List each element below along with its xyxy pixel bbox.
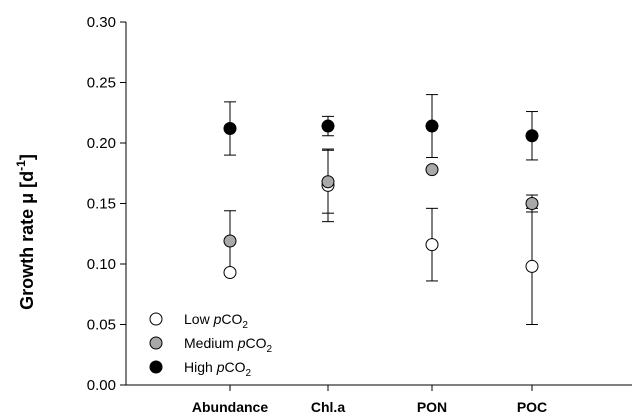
y-tick-label: 0.30 xyxy=(87,14,116,31)
data-point xyxy=(525,197,539,210)
data-point xyxy=(223,121,237,135)
data-point xyxy=(321,175,335,189)
x-category-label: Chl.a xyxy=(311,399,345,415)
x-category-label: POC xyxy=(517,399,547,415)
x-category-label: PON xyxy=(417,399,447,415)
data-points xyxy=(223,119,539,279)
legend-label: Low pCO2 xyxy=(184,311,248,331)
legend-label: High pCO2 xyxy=(184,359,251,379)
error-bars xyxy=(224,94,538,325)
data-point xyxy=(425,163,439,177)
data-point xyxy=(425,119,439,133)
legend-marker xyxy=(149,336,163,350)
axes: 0.00 0.05 0.10 0.15 0.20 0.25 0.30 Abundance Chl… xyxy=(87,14,632,415)
y-tick-label: 0.25 xyxy=(87,75,116,92)
data-point xyxy=(223,234,237,248)
legend-marker xyxy=(149,312,163,326)
y-tick-label: 0.15 xyxy=(87,196,116,213)
y-tick-label: 0.10 xyxy=(87,256,116,273)
data-point xyxy=(425,238,439,252)
y-tick-label: 0.00 xyxy=(87,377,116,394)
y-tick-label: 0.05 xyxy=(87,317,116,334)
legend-label: Medium pCO2 xyxy=(184,335,272,355)
y-axis-title-main: Growth rate μ [d xyxy=(17,171,37,310)
x-category-label: Abundance xyxy=(192,399,268,415)
y-axis-title: Growth rate μ [d-1] xyxy=(14,154,37,310)
legend-marker xyxy=(149,360,163,374)
data-point xyxy=(321,119,335,133)
y-tick-label: 0.20 xyxy=(87,135,116,152)
y-axis-title-sup: -1 xyxy=(14,160,28,171)
data-point xyxy=(525,259,539,273)
data-point xyxy=(525,129,539,143)
y-axis-title-end: ] xyxy=(17,154,37,160)
legend: Low pCO2 Medium pCO2 High pCO2 xyxy=(149,311,272,379)
data-point xyxy=(223,265,237,279)
